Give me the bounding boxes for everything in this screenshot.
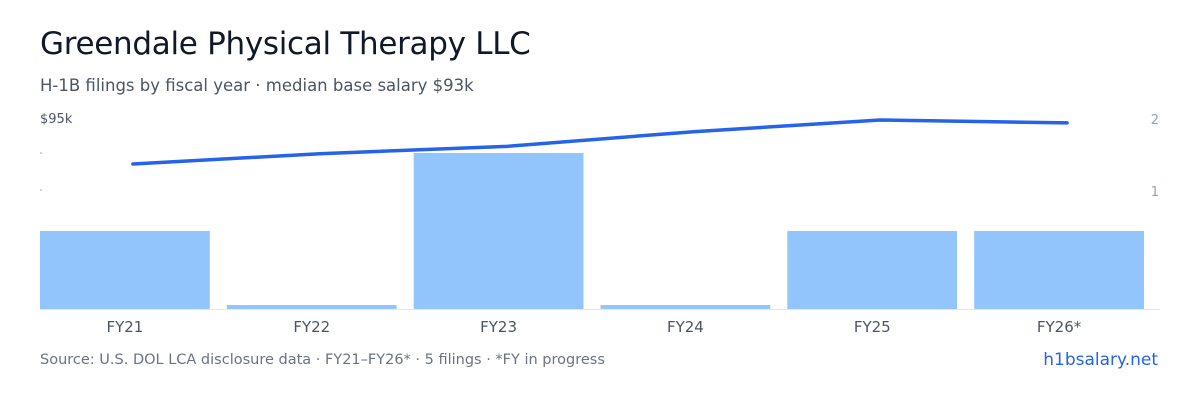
bar-fy23 bbox=[413, 153, 584, 309]
x-axis-labels: FY21 FY22 FY23 FY24 FY25 FY26* bbox=[106, 318, 1081, 336]
x-tick-label: FY24 bbox=[667, 318, 704, 336]
x-tick-label: FY23 bbox=[480, 318, 517, 336]
bar-fy25 bbox=[787, 231, 958, 309]
bar-fy26-partial bbox=[974, 231, 1144, 309]
bar-fy24 bbox=[600, 305, 771, 309]
chart-subtitle: H-1B filings by fiscal year · median bas… bbox=[40, 76, 474, 95]
chart-title: Greendale Physical Therapy LLC bbox=[40, 26, 531, 62]
x-tick-label: FY21 bbox=[106, 318, 143, 336]
right-axis-ticks: 21 bbox=[1151, 113, 1159, 200]
left-axis-minor-ticks bbox=[40, 152, 42, 191]
left-axis-minor-tick bbox=[40, 189, 42, 191]
right-axis-tick-label: 2 bbox=[1151, 113, 1159, 128]
x-tick-label: FY25 bbox=[854, 318, 891, 336]
left-axis-minor-tick bbox=[40, 152, 42, 154]
bar-series bbox=[40, 153, 1144, 309]
x-tick-label: FY26* bbox=[1037, 318, 1082, 336]
salary-line bbox=[131, 118, 1069, 166]
bar-fy21 bbox=[40, 231, 210, 309]
bar-fy22 bbox=[226, 305, 397, 309]
right-axis-tick-label: 1 bbox=[1151, 185, 1159, 200]
x-tick-label: FY22 bbox=[293, 318, 330, 336]
brand-link[interactable]: h1bsalary.net bbox=[1043, 350, 1158, 370]
source-note: Source: U.S. DOL LCA disclosure data · F… bbox=[40, 352, 605, 368]
left-axis-max-label: $95k bbox=[40, 112, 73, 127]
